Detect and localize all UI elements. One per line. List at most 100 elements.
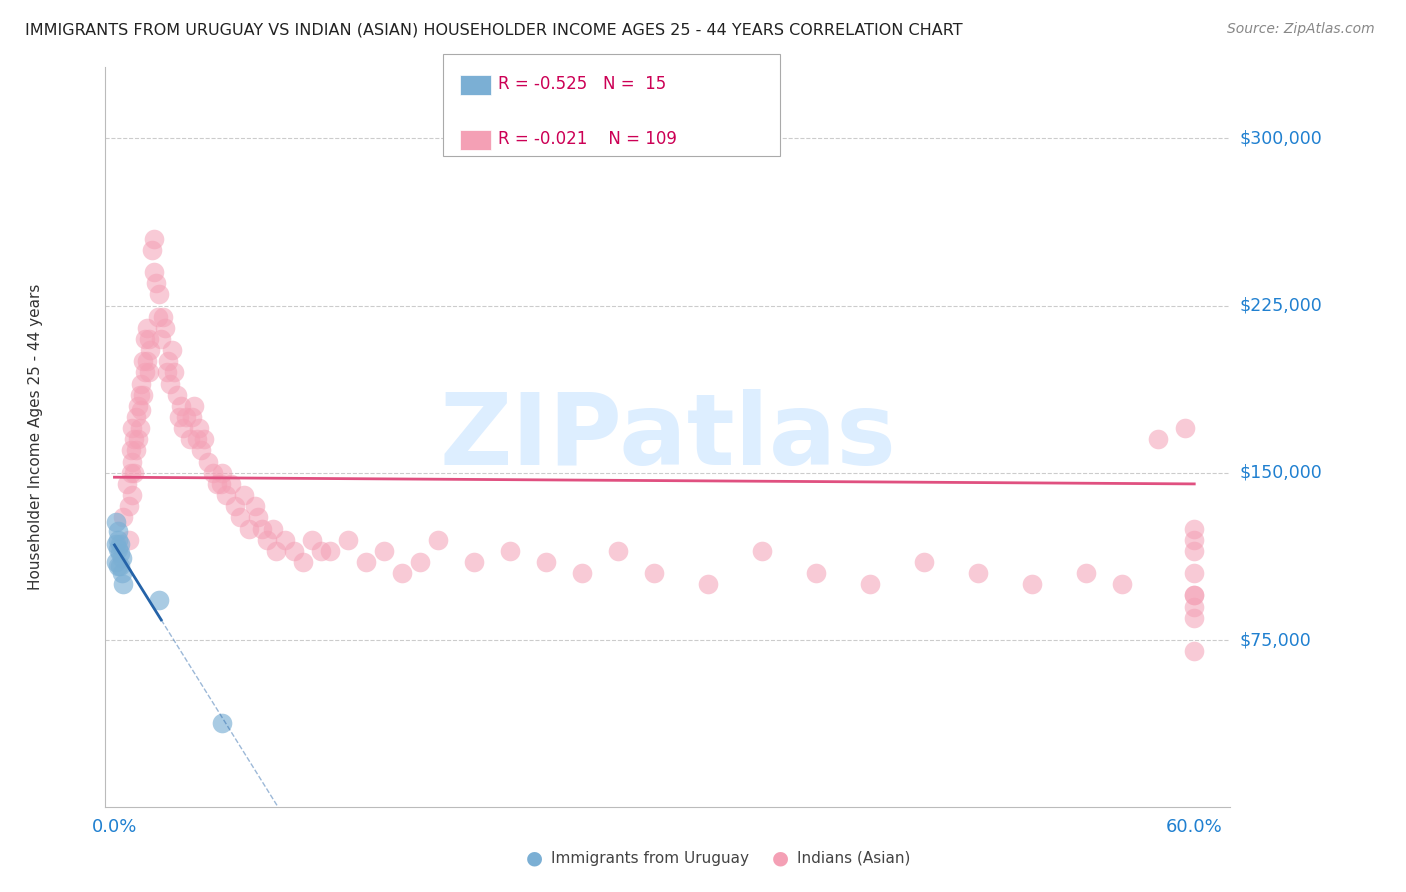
Text: $300,000: $300,000: [1239, 129, 1322, 147]
Point: [967, 566, 990, 581]
Text: $75,000: $75,000: [1239, 631, 1310, 649]
Point: [211, 466, 233, 480]
Point: [115, 477, 138, 491]
Text: R = -0.525   N =  15: R = -0.525 N = 15: [498, 75, 666, 93]
Text: ●: ●: [526, 848, 543, 868]
Point: [190, 443, 212, 458]
Point: [170, 399, 193, 413]
Point: [167, 410, 190, 425]
Point: [121, 455, 143, 469]
Point: [202, 466, 225, 480]
Point: [186, 433, 208, 447]
Point: [912, 555, 935, 569]
Point: [1147, 433, 1170, 447]
Point: [108, 546, 131, 560]
Point: [160, 343, 183, 358]
Point: [274, 533, 297, 547]
Point: [643, 566, 665, 581]
Point: [107, 524, 129, 538]
Point: [229, 510, 252, 524]
Point: [247, 510, 270, 524]
Point: [125, 410, 148, 425]
Text: $225,000: $225,000: [1239, 296, 1322, 315]
Point: [238, 521, 260, 535]
Point: [427, 533, 450, 547]
Point: [105, 555, 128, 569]
Point: [122, 433, 145, 447]
Point: [205, 477, 228, 491]
Point: [132, 387, 155, 401]
Point: [121, 421, 143, 435]
Point: [135, 321, 157, 335]
Text: IMMIGRANTS FROM URUGUAY VS INDIAN (ASIAN) HOUSEHOLDER INCOME AGES 25 - 44 YEARS : IMMIGRANTS FROM URUGUAY VS INDIAN (ASIAN…: [25, 22, 963, 37]
Text: ●: ●: [772, 848, 789, 868]
Point: [1182, 589, 1205, 603]
Point: [120, 466, 142, 480]
Point: [145, 277, 167, 291]
Point: [233, 488, 256, 502]
Point: [107, 559, 129, 574]
Point: [107, 541, 129, 556]
Point: [131, 403, 153, 417]
Point: [1111, 577, 1133, 591]
Point: [262, 521, 284, 535]
Point: [157, 354, 180, 368]
Text: Immigrants from Uruguay: Immigrants from Uruguay: [551, 851, 749, 865]
Point: [197, 455, 219, 469]
Point: [1182, 611, 1205, 625]
Point: [209, 477, 232, 491]
Point: [751, 544, 773, 558]
Point: [132, 354, 155, 368]
Point: [250, 521, 273, 535]
Point: [108, 559, 131, 574]
Point: [188, 421, 211, 435]
Point: [301, 533, 323, 547]
Point: [463, 555, 485, 569]
Point: [143, 265, 166, 279]
Point: [1076, 566, 1098, 581]
Point: [1182, 589, 1205, 603]
Point: [128, 421, 150, 435]
Point: [125, 443, 148, 458]
Point: [122, 466, 145, 480]
Point: [111, 566, 134, 581]
Point: [138, 332, 160, 346]
Point: [153, 321, 176, 335]
Point: [256, 533, 278, 547]
Point: [319, 544, 342, 558]
Point: [859, 577, 882, 591]
Point: [221, 477, 243, 491]
Text: ZIPatlas: ZIPatlas: [440, 389, 896, 485]
Point: [148, 592, 170, 607]
Point: [1182, 566, 1205, 581]
Point: [1182, 521, 1205, 535]
Point: [1182, 533, 1205, 547]
Point: [150, 332, 173, 346]
Point: [176, 410, 198, 425]
Point: [128, 387, 150, 401]
Point: [180, 410, 202, 425]
Point: [131, 376, 153, 391]
Point: [391, 566, 413, 581]
Point: [134, 332, 156, 346]
Point: [1174, 421, 1197, 435]
Point: [148, 287, 170, 301]
Point: [409, 555, 432, 569]
Text: $150,000: $150,000: [1239, 464, 1322, 482]
Point: [112, 510, 135, 524]
Point: [499, 544, 522, 558]
Point: [266, 544, 288, 558]
Point: [243, 500, 266, 514]
Point: [127, 433, 149, 447]
Point: [159, 376, 181, 391]
Point: [127, 399, 149, 413]
Point: [1182, 544, 1205, 558]
Point: [337, 533, 360, 547]
Point: [536, 555, 558, 569]
Point: [172, 421, 194, 435]
Point: [283, 544, 305, 558]
Point: [1021, 577, 1043, 591]
Point: [356, 555, 378, 569]
Point: [806, 566, 828, 581]
Point: [141, 243, 163, 257]
